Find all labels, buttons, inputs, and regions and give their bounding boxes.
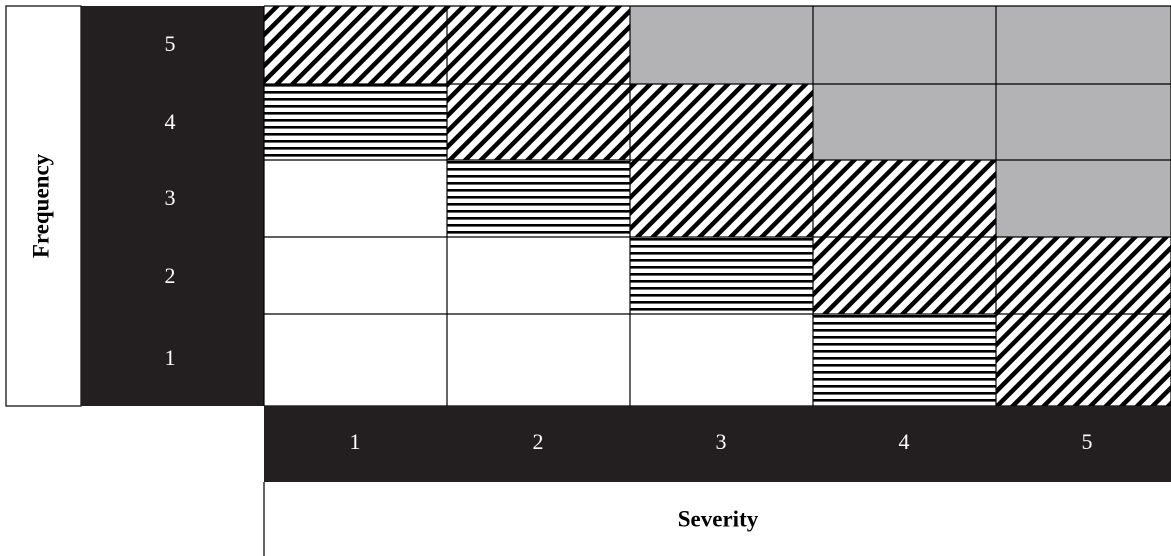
frequency-tick-2: 2	[165, 263, 176, 288]
cell-f2-s2-blank	[447, 237, 630, 314]
cell-f5-s2-diagonal-hatch	[447, 6, 630, 84]
cell-f4-s1-horizontal-lines	[264, 84, 447, 160]
cell-f3-s5-gray	[996, 160, 1171, 237]
y-axis-label: Frequency	[28, 153, 53, 258]
cell-f4-s4-gray	[813, 84, 996, 160]
frequency-tick-5: 5	[165, 31, 176, 56]
severity-tick-3: 3	[716, 429, 727, 454]
cell-f2-s3-horizontal-lines	[630, 237, 813, 314]
severity-header-band	[264, 406, 1171, 482]
cell-f3-s3-diagonal-hatch	[630, 160, 813, 237]
frequency-header-band	[81, 6, 265, 406]
frequency-tick-3: 3	[165, 185, 176, 210]
y-axis-label-box	[5, 5, 82, 407]
severity-tick-5: 5	[1082, 429, 1093, 454]
severity-tick-2: 2	[533, 429, 544, 454]
cell-f4-s5-gray	[996, 84, 1171, 160]
frequency-tick-4: 4	[165, 109, 176, 134]
cell-f1-s5-diagonal-hatch	[996, 314, 1171, 406]
cell-f1-s1-blank	[264, 314, 447, 406]
cell-f3-s1-blank	[264, 160, 447, 237]
cell-f3-s4-diagonal-hatch	[813, 160, 996, 237]
severity-tick-4: 4	[899, 429, 910, 454]
cell-f1-s2-blank	[447, 314, 630, 406]
x-axis-label: Severity	[678, 506, 759, 531]
severity-tick-1: 1	[350, 429, 361, 454]
cell-f1-s3-blank	[630, 314, 813, 406]
cell-f2-s1-blank	[264, 237, 447, 314]
cell-f5-s5-gray	[996, 6, 1171, 84]
frequency-tick-1: 1	[165, 345, 176, 370]
cell-f5-s1-diagonal-hatch	[264, 6, 447, 84]
cell-f5-s4-gray	[813, 6, 996, 84]
cell-f2-s5-diagonal-hatch	[996, 237, 1171, 314]
cell-f1-s4-horizontal-lines	[813, 314, 996, 406]
cell-f5-s3-gray	[630, 6, 813, 84]
cell-f3-s2-horizontal-lines	[447, 160, 630, 237]
cell-f4-s3-diagonal-hatch	[630, 84, 813, 160]
cell-f2-s4-diagonal-hatch	[813, 237, 996, 314]
cell-f4-s2-diagonal-hatch	[447, 84, 630, 160]
matrix-grid	[263, 5, 1171, 407]
